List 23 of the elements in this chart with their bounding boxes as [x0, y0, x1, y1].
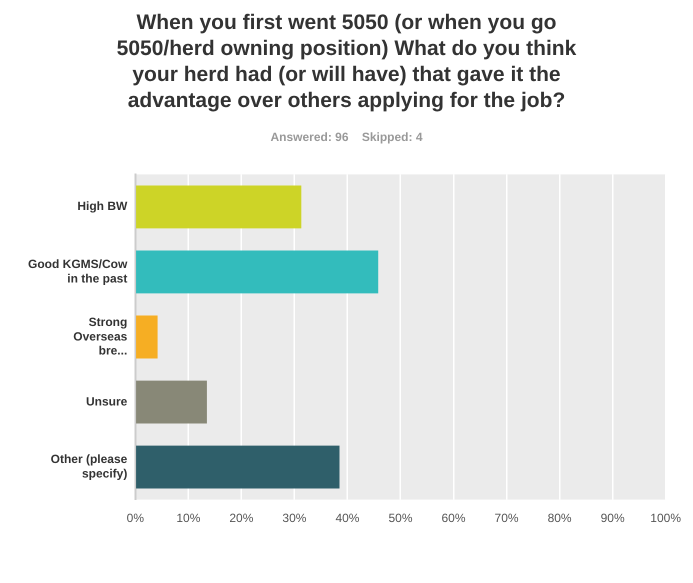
y-tick-label: Strong Overseas bre... — [73, 314, 128, 358]
bar — [136, 316, 158, 358]
x-tick-label: 90% — [600, 511, 625, 526]
bar — [136, 380, 207, 424]
chart-title: When you first went 5050 (or when you go 5050/herd owning position) What do you think your herd had (or will have) that gave it the advantage over others applying for the job? — [116, 10, 578, 114]
bar — [136, 446, 340, 489]
x-tick-label: 0% — [126, 511, 144, 526]
bar — [136, 250, 378, 294]
x-tick-label: 40% — [335, 511, 360, 526]
x-tick-label: 50% — [388, 511, 413, 526]
x-tick-label: 60% — [442, 511, 466, 526]
x-tick-label: 20% — [229, 511, 254, 526]
y-tick-label: High BW — [77, 199, 128, 214]
y-tick-label: Unsure — [86, 394, 128, 408]
x-tick-label: 100% — [650, 511, 682, 526]
y-tick-label: Other (please specify) — [50, 452, 128, 481]
chart-subtitle: Answered: 96 Skipped: 4 — [269, 130, 424, 146]
x-tick-label: 30% — [282, 511, 307, 526]
x-tick-label: 80% — [548, 511, 572, 526]
x-tick-label: 10% — [176, 511, 201, 526]
x-tick-label: 70% — [494, 511, 519, 526]
bar — [136, 185, 302, 228]
y-tick-label: Good KGMS/Cow in the past — [28, 257, 128, 286]
